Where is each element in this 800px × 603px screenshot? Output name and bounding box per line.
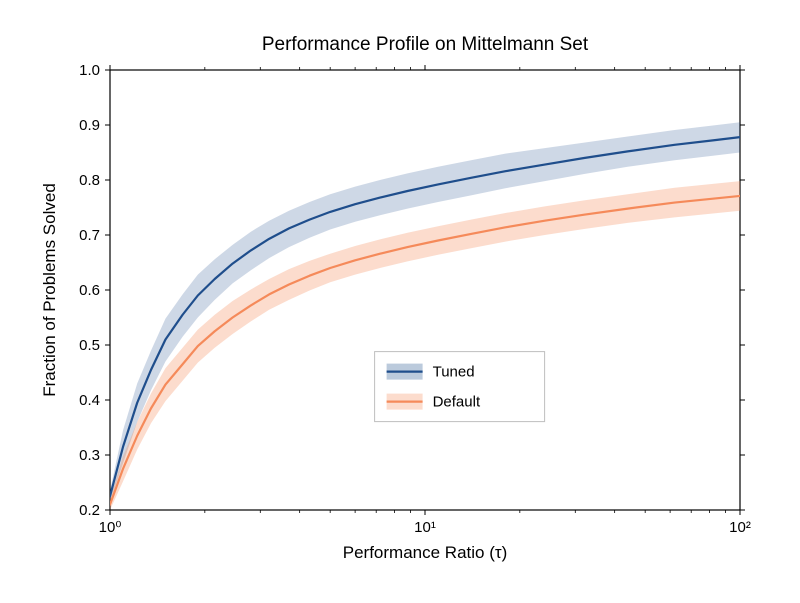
y-tick-label: 0.6 [79, 282, 100, 299]
x-tick-label: 10² [729, 519, 751, 536]
x-tick-label: 10⁰ [99, 519, 122, 536]
y-tick-label: 0.3 [79, 447, 100, 464]
series-group [110, 122, 740, 510]
y-tick-label: 0.7 [79, 227, 100, 244]
legend-label: Tuned [433, 364, 475, 381]
y-tick-label: 0.4 [79, 392, 100, 409]
chart-container: 10⁰ 10¹ 10² 0.2 0.3 0.4 0.5 0.6 0.7 0.8 0.9 1.0 Perf… [0, 0, 800, 603]
chart-title: Performance Profile on Mittelmann Set [262, 34, 589, 55]
y-tick-label: 0.8 [79, 172, 100, 189]
legend-box [375, 352, 545, 422]
y-tick-label: 0.2 [79, 502, 100, 519]
y-tick-label: 1.0 [79, 62, 100, 79]
legend: Tuned Default [375, 352, 545, 422]
y-tick-label: 0.5 [79, 337, 100, 354]
performance-profile-chart: 10⁰ 10¹ 10² 0.2 0.3 0.4 0.5 0.6 0.7 0.8 0.9 1.0 Perf… [0, 0, 800, 603]
series-band-tuned [110, 122, 740, 502]
x-axis-label: Performance Ratio (τ) [343, 543, 508, 562]
series-band-default [110, 181, 740, 510]
x-tick-label: 10¹ [414, 519, 436, 536]
y-tick-label: 0.9 [79, 117, 100, 134]
y-axis-label: Fraction of Problems Solved [40, 183, 59, 397]
legend-label: Default [433, 394, 481, 411]
